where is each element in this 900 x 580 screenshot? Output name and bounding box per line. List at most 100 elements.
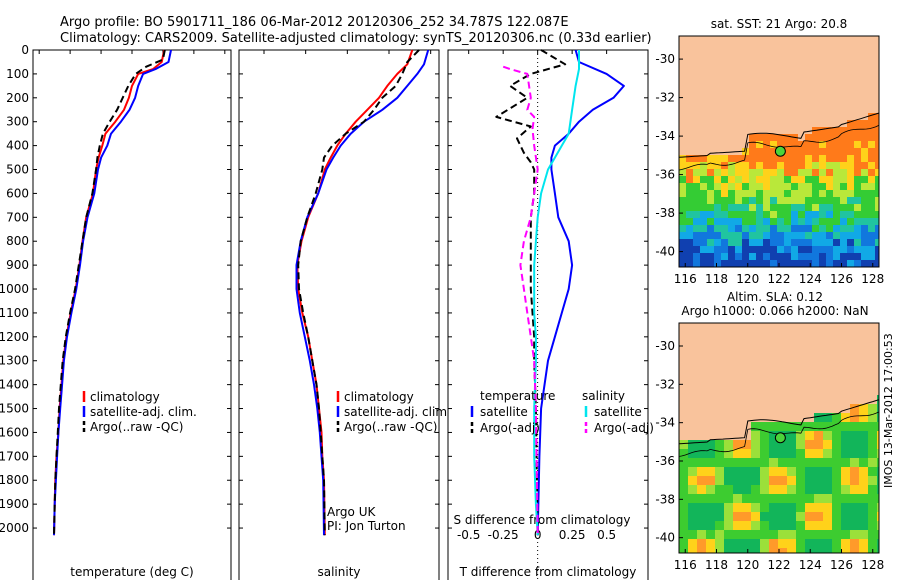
sst-map-cell <box>875 225 879 232</box>
sla-map-cell <box>751 512 760 521</box>
sst-map-cell <box>840 148 847 155</box>
sst-map-cell <box>770 218 777 225</box>
sst-map-cell <box>749 169 756 176</box>
sst-map-cell <box>847 176 854 183</box>
sla-map-cell <box>778 530 787 539</box>
sst-map-cell <box>826 127 833 134</box>
sla-map-cell <box>814 467 823 476</box>
sst-map-cell <box>784 253 791 260</box>
sst-map-cell <box>840 169 847 176</box>
title-line-1: Argo profile: BO 5901711_186 06-Mar-2012… <box>60 15 569 30</box>
sla-map-cell <box>805 458 814 467</box>
sst-map-cell <box>868 218 875 225</box>
sst-map-cell <box>749 141 756 148</box>
sla-map-cell <box>760 422 769 431</box>
sst-map-cell <box>714 176 721 183</box>
sst-map-cell <box>784 141 791 148</box>
sst-map-cell <box>770 190 777 197</box>
sst-map-cell <box>861 127 868 134</box>
sst-map-cell <box>707 204 714 211</box>
sla-map-cell <box>688 449 697 458</box>
sst-map-cell <box>693 246 700 253</box>
sst-map-cell <box>868 232 875 239</box>
sla-map-cell <box>760 512 769 521</box>
sst-map-cell <box>819 190 826 197</box>
sla-map-cell <box>841 476 850 485</box>
sst-map-cell <box>791 190 798 197</box>
sla-map-cell <box>697 476 706 485</box>
sla-map-cell <box>814 548 823 553</box>
sst-map-cell <box>798 148 805 155</box>
sst-map-cell <box>735 155 742 162</box>
sst-map-cell <box>742 183 749 190</box>
sla-map-cell <box>688 467 697 476</box>
sst-map-panel: 116 118 120 122 124 126 128 -30 -32 -34 -36 -38 -40 s… <box>655 17 884 286</box>
sst-map-cell <box>791 260 798 267</box>
sst-map-cell <box>742 211 749 218</box>
sla-map-cell <box>733 476 742 485</box>
sst-map-cell <box>868 113 875 120</box>
sst-map-cell <box>770 169 777 176</box>
sla-map-cell <box>805 485 814 494</box>
sla-map-cell <box>715 494 724 503</box>
sst-map-cell <box>749 253 756 260</box>
sla-map-panel: 116 118 120 122 124 126 128 -30 -32 -34 -36 -38 -40 A… <box>655 290 884 572</box>
depth-tick-label: 900 <box>6 258 29 272</box>
sla-map-cell <box>859 458 868 467</box>
sst-map-cell <box>707 246 714 253</box>
difference-axes-box <box>447 49 649 580</box>
sst-map-cell <box>791 183 798 190</box>
sst-map-cell <box>707 239 714 246</box>
sla-map-cell <box>823 413 832 422</box>
sla-map-cell <box>679 539 688 548</box>
sst-map-cell <box>700 190 707 197</box>
sla-map-cell <box>688 485 697 494</box>
sst-map-cell <box>749 155 756 162</box>
sst-map-cell <box>784 197 791 204</box>
sst-map-cell <box>847 120 854 127</box>
sla-map-cell <box>715 521 724 530</box>
sst-map-cell <box>819 148 826 155</box>
sst-map-cell <box>721 232 728 239</box>
sla-map-cell <box>868 512 877 521</box>
sst-map-cell <box>854 176 861 183</box>
sla-map-cell <box>841 431 850 440</box>
salinity-series-argo-raw-qc- <box>297 49 420 536</box>
sla-map-cell <box>832 431 841 440</box>
sla-map-cell <box>769 512 778 521</box>
sst-map-cell <box>868 134 875 141</box>
sst-map-cell <box>791 176 798 183</box>
sst-map-cell <box>868 155 875 162</box>
sst-map-cell <box>826 225 833 232</box>
sla-map-cell <box>841 494 850 503</box>
sla-map-cell <box>688 539 697 548</box>
sst-map-cell <box>763 239 770 246</box>
sla-map-cell <box>877 404 879 413</box>
sst-map-cell <box>861 204 868 211</box>
sst-map-cell <box>770 260 777 267</box>
legend-entry: satellite <box>594 405 642 419</box>
sla-map-cell <box>715 539 724 548</box>
sst-map-cell <box>868 260 875 267</box>
sst-map-cell <box>875 246 879 253</box>
sst-map-cell <box>819 260 826 267</box>
sst-map-cell <box>826 176 833 183</box>
sla-map-cell <box>877 494 879 503</box>
sla-map-cell <box>769 485 778 494</box>
sst-map-cell <box>756 211 763 218</box>
sla-map-cell <box>787 476 796 485</box>
sla-map-cell <box>859 440 868 449</box>
sla-map-cell <box>778 458 787 467</box>
sla-map-cell <box>877 512 879 521</box>
sst-map-cell <box>763 246 770 253</box>
sla-map-cell <box>868 476 877 485</box>
sla-map-cell <box>796 512 805 521</box>
sst-map-cell <box>763 169 770 176</box>
sst-map-cell <box>805 190 812 197</box>
sst-map-cell <box>693 197 700 204</box>
sst-map-cell <box>791 169 798 176</box>
depth-tick-label: 1400 <box>0 378 29 392</box>
sla-map-cell <box>877 485 879 494</box>
sst-map-cell <box>798 155 805 162</box>
sla-map-cell <box>805 512 814 521</box>
